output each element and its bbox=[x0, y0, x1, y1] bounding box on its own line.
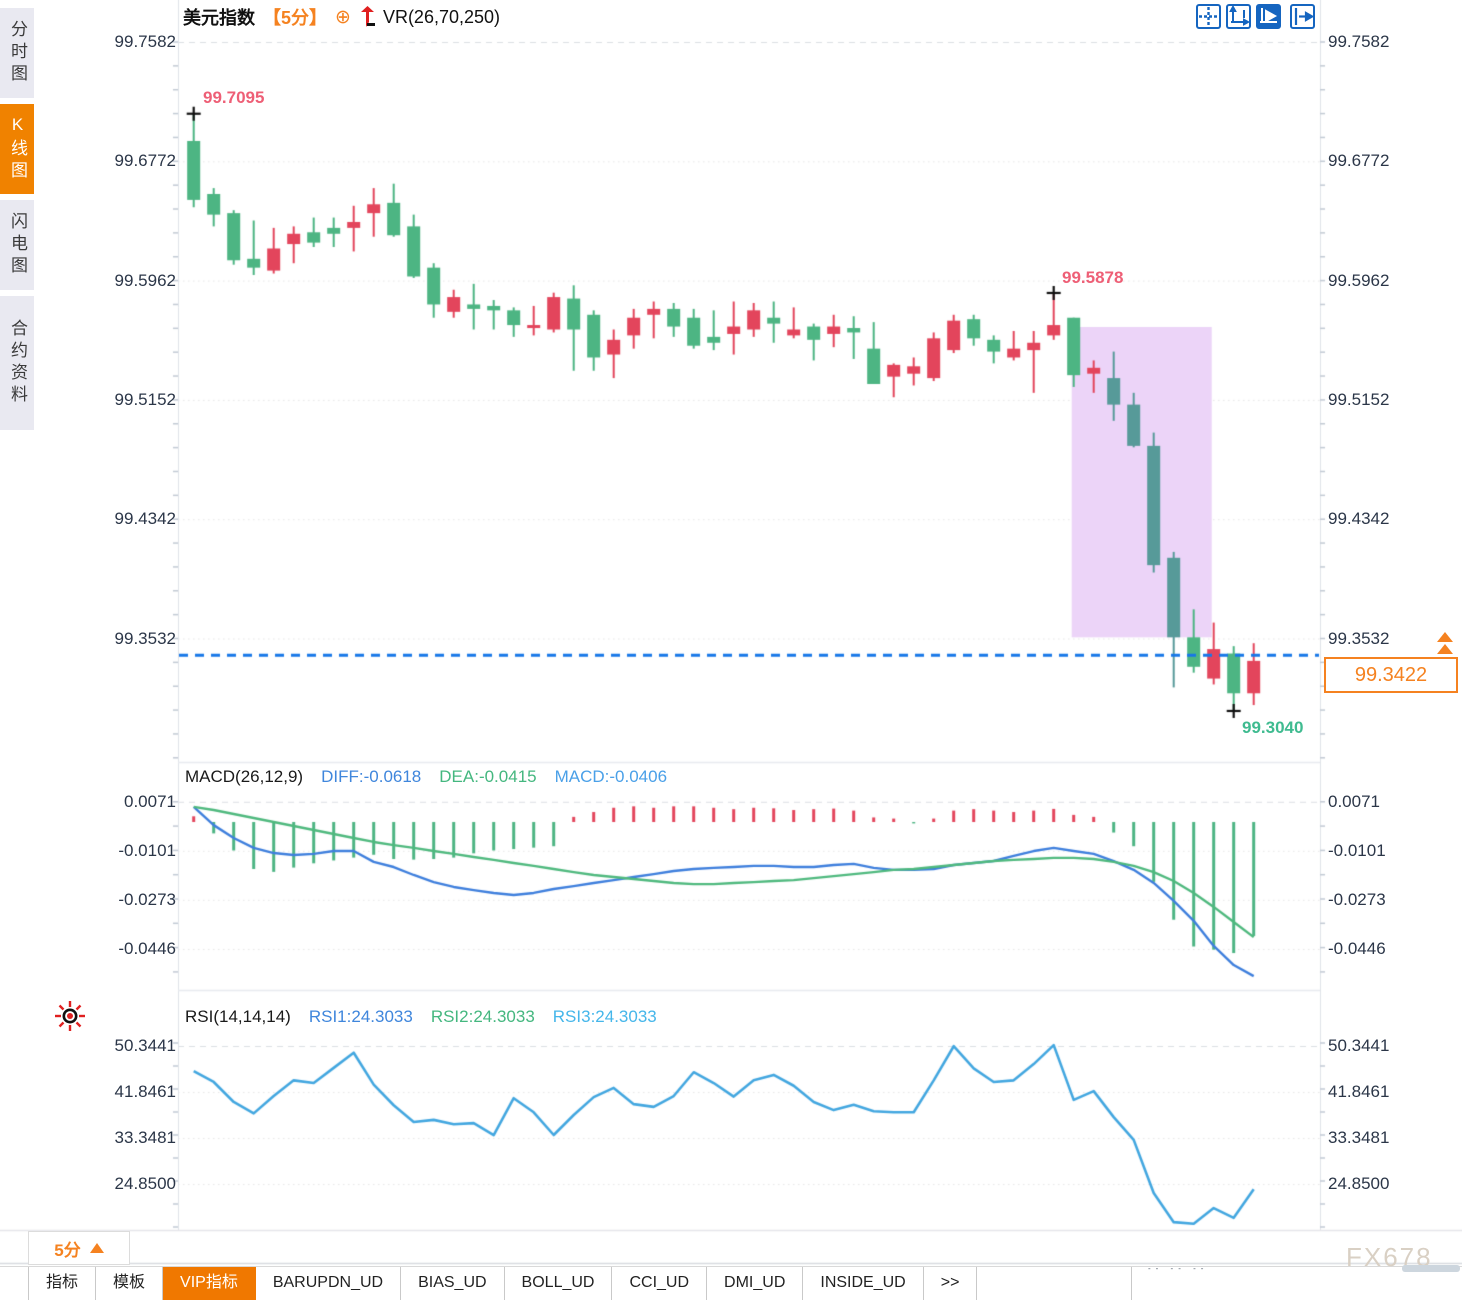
main-axis-label-left: 99.6772 bbox=[114, 151, 176, 171]
bottom-tab-1[interactable]: 指标 bbox=[28, 1267, 97, 1300]
macd-diff-value: DIFF:-0.0618 bbox=[321, 767, 422, 786]
rsi-axis-label-right: 24.8500 bbox=[1328, 1174, 1390, 1193]
low-price-annotation: 99.3040 bbox=[1242, 718, 1304, 737]
rsi-axis-label-right: 33.3481 bbox=[1328, 1128, 1390, 1147]
macd-header: MACD(26,12,9) DIFF:-0.0618 DEA:-0.0415 M… bbox=[185, 767, 667, 787]
indicator-tab-bar: 指标 模板 VIP指标 BARUPDN_UD BIAS_UD BOLL_UD CCI_UD D… bbox=[0, 1266, 1462, 1300]
rsi-axis-label-right: 41.8461 bbox=[1328, 1082, 1390, 1101]
macd-axis-label-right: 0.0071 bbox=[1328, 791, 1380, 811]
bottom-tab-10[interactable]: >> bbox=[924, 1267, 978, 1300]
rsi-axis-label-left: 33.3481 bbox=[114, 1128, 176, 1147]
price-up-arrow-icon bbox=[1437, 644, 1453, 654]
add-compare-icon[interactable]: ⊕ bbox=[335, 6, 351, 28]
macd-axis-label-left: -0.0273 bbox=[118, 889, 176, 909]
bottom-tab-6[interactable]: BOLL_UD bbox=[505, 1267, 613, 1300]
rsi-axis-label-left: 50.3441 bbox=[114, 1036, 176, 1055]
main-axis-label-left: 99.3532 bbox=[114, 628, 176, 648]
rsi-axis-label-left: 24.8500 bbox=[114, 1174, 176, 1193]
pan-crosshair-icon[interactable] bbox=[1196, 4, 1221, 29]
rsi-header: RSI(14,14,14) RSI1:24.3033 RSI2:24.3033 … bbox=[185, 1007, 657, 1027]
axis-zoom-icon[interactable] bbox=[1226, 4, 1251, 29]
price-up-arrow-icon bbox=[1437, 632, 1453, 642]
rsi-axis-label-right: 50.3441 bbox=[1328, 1036, 1390, 1055]
pane-exit-icon[interactable] bbox=[1290, 4, 1315, 29]
main-axis-label-right: 99.3532 bbox=[1328, 628, 1390, 648]
main-axis-label-right: 99.5152 bbox=[1328, 389, 1390, 409]
bottom-tab-2[interactable]: 模板 bbox=[96, 1267, 164, 1300]
macd-hist-value: MACD:-0.0406 bbox=[554, 767, 668, 786]
chart-title-bar: 美元指数 【5分】 ⊕ VR(26,70,250) bbox=[183, 4, 500, 30]
current-price-tag: 99.3422 bbox=[1324, 657, 1458, 693]
macd-axis-label-left: -0.0101 bbox=[118, 840, 176, 860]
period-selector-label: 5分 bbox=[54, 1240, 81, 1260]
main-axis-label-right: 99.5962 bbox=[1328, 270, 1390, 290]
rsi2-value: RSI2:24.3033 bbox=[430, 1007, 535, 1026]
indicator-settings-sun-icon[interactable] bbox=[53, 999, 87, 1033]
main-axis-label-right: 99.4342 bbox=[1328, 509, 1390, 529]
bottom-tab-3[interactable]: VIP指标 bbox=[163, 1267, 256, 1300]
main-axis-label-left: 99.4342 bbox=[114, 509, 176, 529]
rsi-title: RSI(14,14,14) bbox=[185, 1007, 291, 1026]
symbol-name: 美元指数 bbox=[183, 8, 255, 28]
left-sidebar: 分时图 K线图闪电图合约资料 bbox=[0, 0, 36, 436]
buy-arrow-icon bbox=[359, 6, 375, 28]
main-axis-label-right: 99.6772 bbox=[1328, 151, 1390, 171]
bottom-tab-8[interactable]: DMI_UD bbox=[707, 1267, 804, 1300]
rsi3-value: RSI3:24.3033 bbox=[552, 1007, 657, 1026]
scrollbar-thumb[interactable] bbox=[1402, 1265, 1460, 1272]
high-price-annotation: 99.7095 bbox=[203, 88, 265, 107]
sidebar-item-1[interactable]: 分时图 bbox=[0, 8, 34, 98]
macd-axis-label-left: -0.0446 bbox=[118, 939, 176, 959]
bottom-tab-9[interactable]: INSIDE_UD bbox=[803, 1267, 924, 1300]
clipped-axis-text: -- -- -- bbox=[1148, 1264, 1209, 1273]
rsi1-value: RSI1:24.3033 bbox=[308, 1007, 413, 1026]
period-up-triangle-icon bbox=[89, 1243, 104, 1253]
main-axis-label-left: 99.7582 bbox=[114, 32, 176, 51]
sidebar-item-3[interactable]: 闪电图 bbox=[0, 200, 34, 290]
sidebar-item-4[interactable]: 合约资料 bbox=[0, 296, 34, 430]
macd-dea-value: DEA:-0.0415 bbox=[439, 767, 537, 786]
sidebar-item-2[interactable]: K线图 bbox=[0, 104, 34, 194]
macd-axis-label-right: -0.0101 bbox=[1328, 840, 1386, 860]
macd-axis-label-right: -0.0446 bbox=[1328, 939, 1386, 959]
main-axis-label-left: 99.5152 bbox=[114, 389, 176, 409]
macd-axis-label-right: -0.0273 bbox=[1328, 889, 1386, 909]
bottom-tab-4[interactable]: BARUPDN_UD bbox=[256, 1267, 402, 1300]
bottom-tab-7[interactable]: CCI_UD bbox=[612, 1267, 708, 1300]
axis-play-icon[interactable] bbox=[1256, 4, 1281, 29]
main-axis-label-left: 99.5962 bbox=[114, 270, 176, 290]
macd-axis-label-left: 0.0071 bbox=[124, 791, 176, 811]
macd-title: MACD(26,12,9) bbox=[185, 767, 304, 786]
period-tag: 【5分】 bbox=[263, 8, 328, 28]
bottom-tab-5[interactable]: BIAS_UD bbox=[401, 1267, 505, 1300]
rsi-axis-label-left: 41.8461 bbox=[114, 1082, 176, 1101]
swing-high-annotation: 99.5878 bbox=[1062, 268, 1124, 287]
bottom-tab-empty bbox=[977, 1267, 1133, 1300]
main-axis-label-right: 99.7582 bbox=[1328, 32, 1390, 51]
vr-indicator-label: VR(26,70,250) bbox=[382, 6, 501, 27]
period-selector[interactable]: 5分 bbox=[28, 1231, 130, 1265]
